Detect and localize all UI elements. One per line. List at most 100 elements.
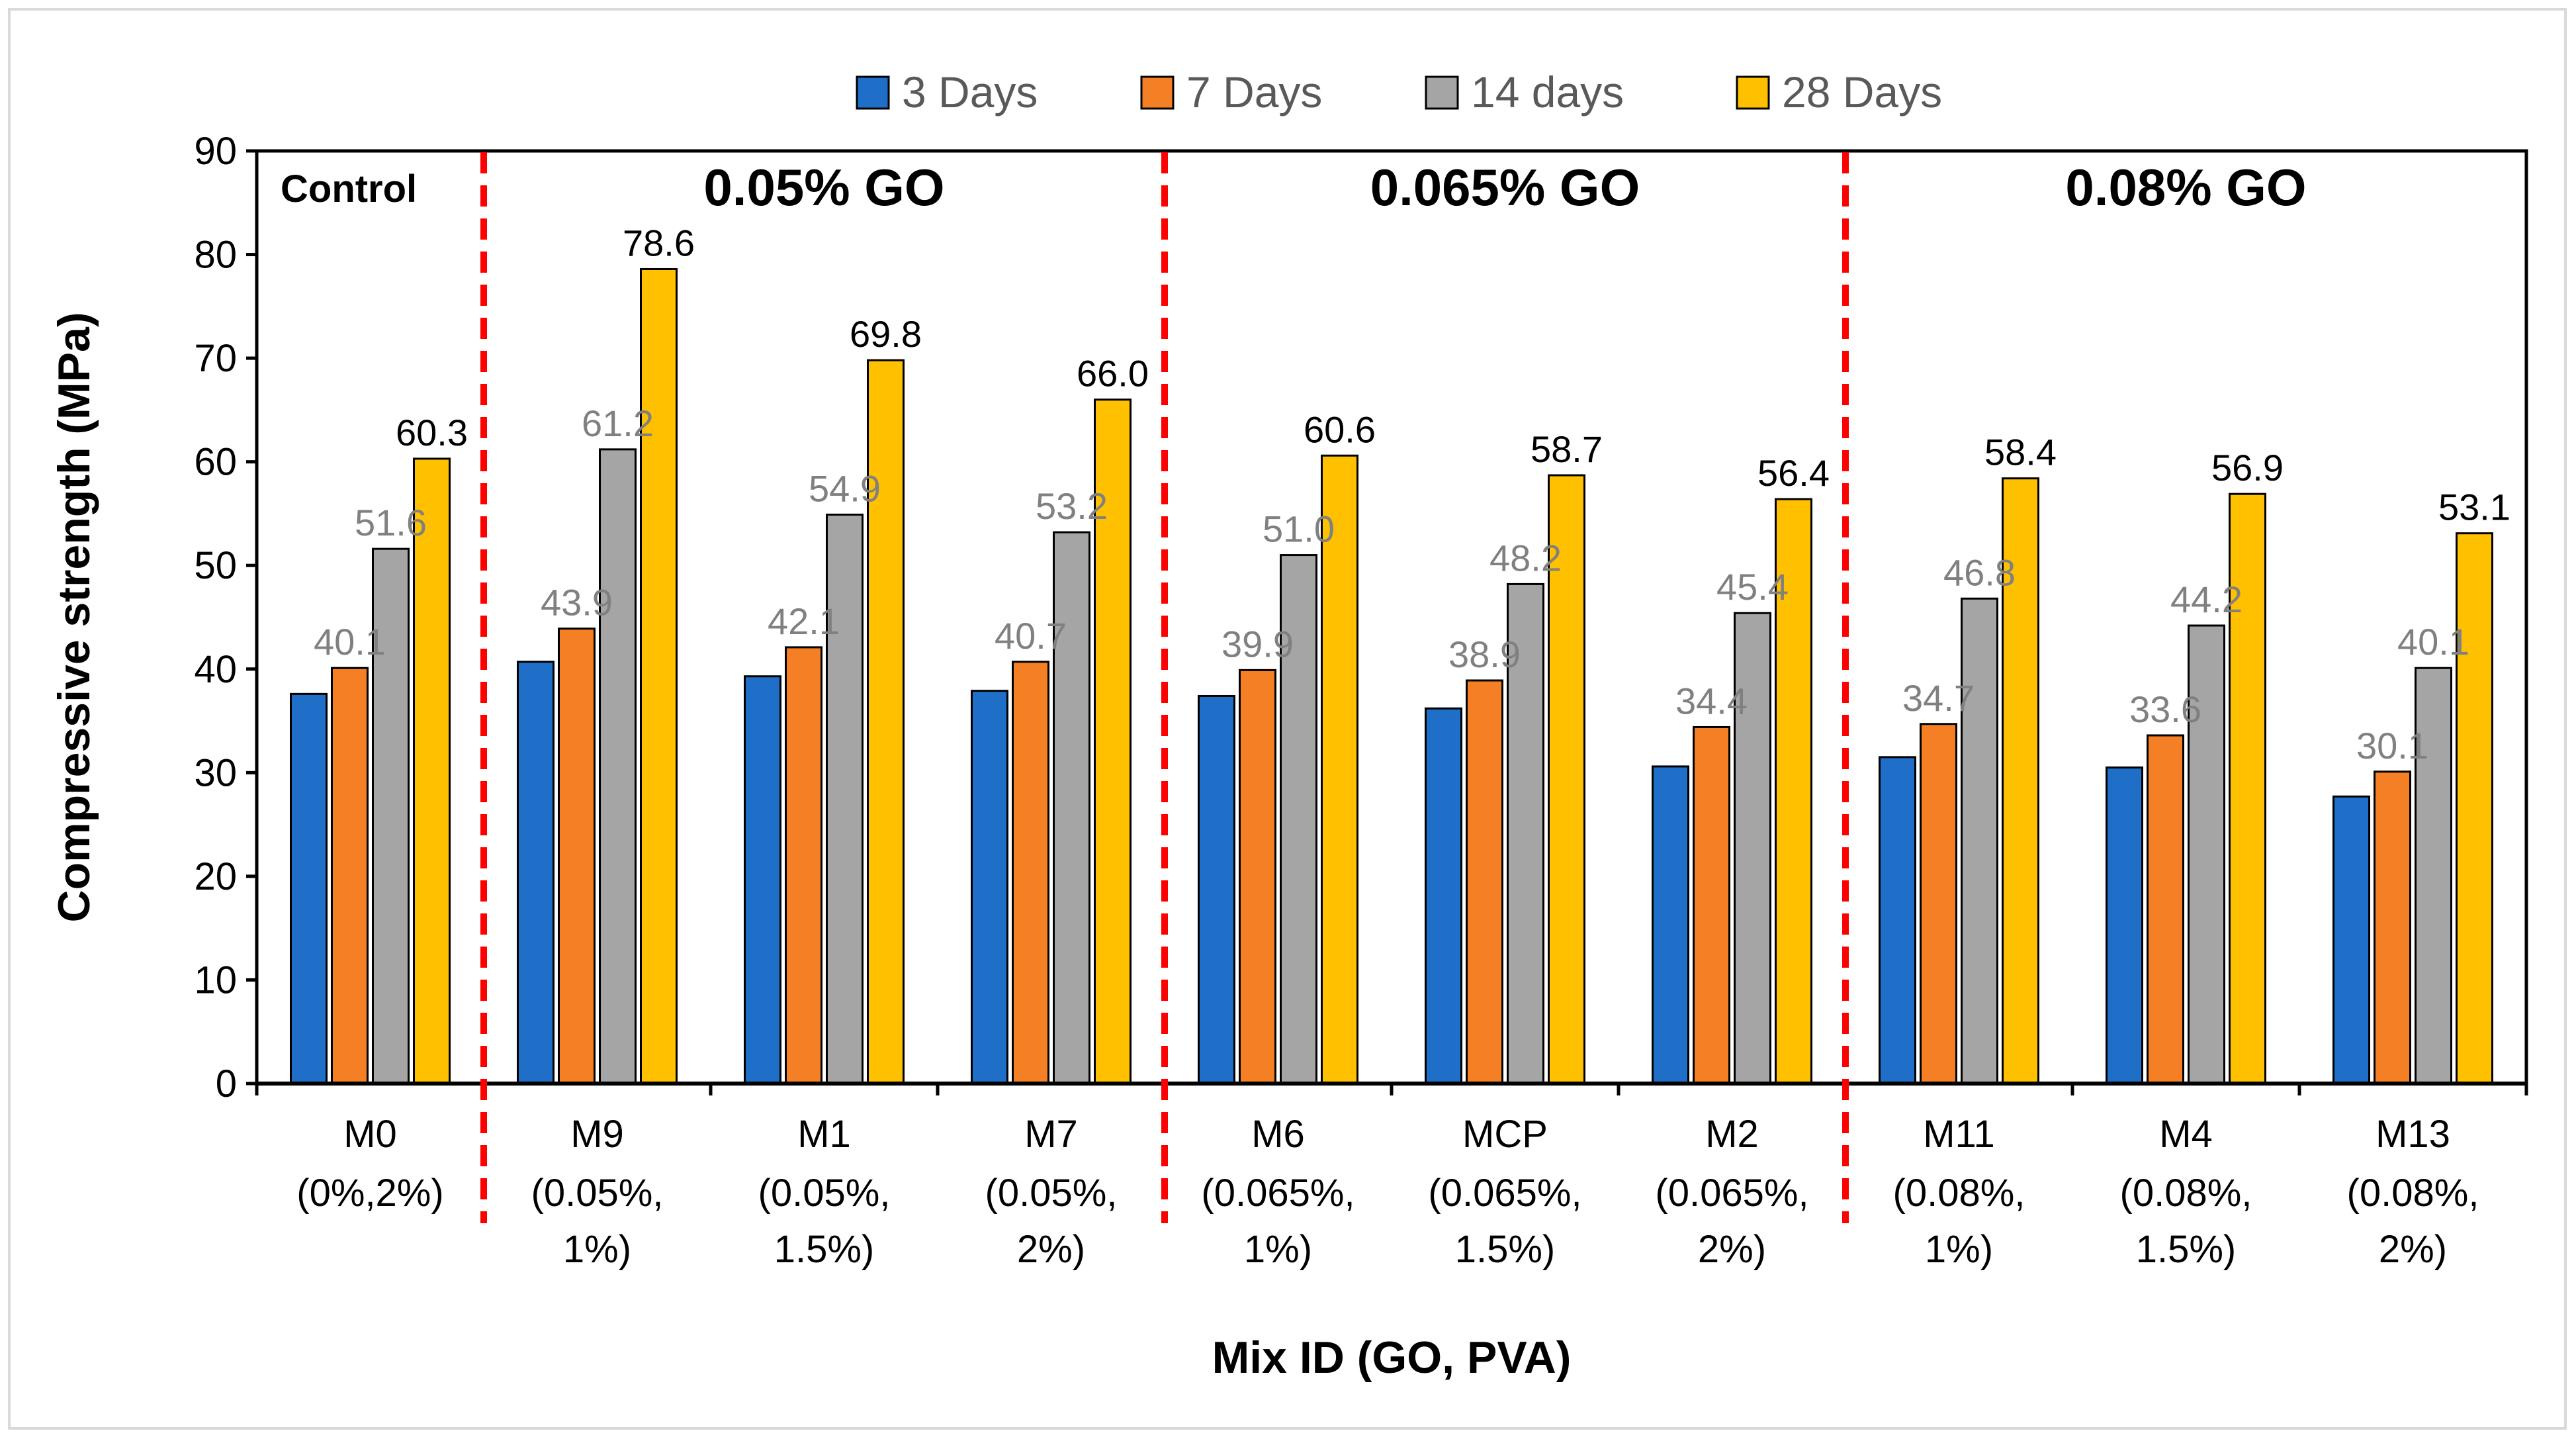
data-label: 58.4 — [1984, 432, 2057, 473]
y-tick-label: 80 — [194, 234, 237, 277]
category-id: M2 — [1705, 1113, 1759, 1156]
category-detail: (0.05%, — [531, 1172, 664, 1215]
bar — [2456, 532, 2493, 1085]
data-label: 66.0 — [1077, 353, 1149, 395]
legend: 3 Days 7 Days 14 days 28 Days — [856, 68, 1942, 116]
bar — [599, 448, 637, 1085]
bar — [1198, 694, 1235, 1085]
category-label: M6 (0.065%, 1%) — [1201, 1113, 1355, 1271]
category-detail: 1%) — [563, 1228, 631, 1271]
data-label: 61.2 — [582, 402, 654, 444]
y-tick-label: 0 — [216, 1062, 237, 1105]
data-label: 30.1 — [2356, 725, 2428, 766]
data-label: 34.4 — [1675, 680, 1748, 721]
y-tick-label: 10 — [194, 958, 237, 1001]
data-label: 42.1 — [768, 600, 840, 642]
legend-item: 7 Days — [1140, 68, 1322, 116]
category-detail: 1%) — [1244, 1228, 1312, 1271]
data-label: 51.0 — [1263, 508, 1335, 550]
category-id: MCP — [1462, 1113, 1548, 1156]
bar — [1507, 582, 1544, 1085]
bar — [1652, 765, 1689, 1085]
legend-item: 14 days — [1425, 68, 1624, 116]
bar — [744, 675, 781, 1085]
bar — [1321, 454, 1358, 1085]
legend-label: 14 days — [1471, 68, 1624, 116]
x-axis-title: Mix ID (GO, PVA) — [1212, 1332, 1572, 1383]
data-label: 48.2 — [1489, 537, 1562, 579]
category-detail: (0.08%, — [1893, 1172, 2025, 1215]
group-annotation: Control — [281, 167, 417, 210]
data-label: 39.9 — [1221, 623, 1294, 665]
category-detail: 1.5%) — [2136, 1228, 2237, 1271]
series-14-days — [372, 448, 2452, 1085]
bar — [971, 690, 1008, 1085]
data-label: 34.7 — [1902, 677, 1975, 719]
data-label: 54.9 — [809, 468, 881, 510]
legend-swatch — [856, 75, 890, 110]
data-labels-28-days: 60.3 78.6 69.8 66.0 60.6 58.7 56.4 58.4 56.9 53.1 — [396, 222, 2510, 528]
y-axis-title: Compressive strength (MPa) — [49, 312, 99, 923]
bar — [331, 667, 369, 1085]
data-label: 43.9 — [541, 582, 613, 624]
y-tick-label: 90 — [194, 130, 237, 173]
bar — [1920, 723, 1957, 1085]
bar — [290, 692, 328, 1085]
category-id: M7 — [1024, 1113, 1078, 1156]
category-label: M2 (0.065%, 2%) — [1655, 1113, 1808, 1271]
bar — [826, 514, 864, 1085]
data-label: 58.7 — [1531, 428, 1603, 470]
data-labels-7-days: 40.1 43.9 42.1 40.7 39.9 38.9 34.4 34.7 33.6 30.1 — [314, 582, 2428, 766]
category-id: M11 — [1923, 1113, 1995, 1156]
legend-item: 28 Days — [1736, 68, 1942, 116]
bar — [1961, 597, 1998, 1085]
category-label: M13 (0.08%, 2%) — [2347, 1113, 2479, 1271]
category-label: M4 (0.08%, 1.5%) — [2120, 1113, 2252, 1271]
bar — [1094, 398, 1132, 1085]
y-tick-label: 30 — [194, 751, 237, 794]
bar — [2332, 795, 2370, 1085]
category-label: M9 (0.05%, 1%) — [531, 1113, 664, 1271]
data-label: 53.1 — [2438, 487, 2510, 528]
bar — [1280, 554, 1317, 1085]
data-label: 38.9 — [1448, 633, 1521, 675]
bar — [1012, 661, 1049, 1085]
category-label: MCP (0.065%, 1.5%) — [1428, 1113, 1581, 1271]
bar — [2415, 667, 2452, 1085]
bar — [372, 547, 410, 1085]
group-annotation: 0.05% GO — [703, 158, 944, 216]
bar — [2374, 770, 2411, 1085]
y-tick-label: 70 — [194, 337, 237, 380]
legend-swatch — [1140, 75, 1175, 110]
data-label: 46.8 — [1943, 551, 2016, 593]
y-tick-label: 20 — [194, 855, 237, 898]
category-detail: (0.08%, — [2347, 1172, 2479, 1215]
category-detail: 2%) — [1017, 1228, 1085, 1271]
group-annotation: 0.065% GO — [1370, 158, 1640, 216]
data-label: 33.6 — [2129, 688, 2201, 730]
legend-label: 7 Days — [1186, 68, 1322, 116]
data-label: 56.4 — [1757, 452, 1830, 494]
category-id: M6 — [1251, 1113, 1305, 1156]
group-annotation: 0.08% GO — [2065, 158, 2306, 216]
category-detail: (0.05%, — [758, 1172, 891, 1215]
bar — [2188, 624, 2225, 1085]
category-label: M0 (0%,2%) — [296, 1113, 443, 1215]
bar — [2106, 766, 2143, 1085]
legend-label: 28 Days — [1782, 68, 1942, 116]
category-detail: 1.5%) — [1455, 1228, 1556, 1271]
data-label: 45.4 — [1716, 566, 1789, 608]
legend-item: 3 Days — [856, 68, 1038, 116]
category-detail: (0.065%, — [1655, 1172, 1808, 1215]
category-detail: (0.065%, — [1201, 1172, 1355, 1215]
bar — [785, 646, 822, 1085]
data-label: 40.7 — [995, 615, 1067, 657]
category-id: M1 — [797, 1113, 851, 1156]
category-label: M7 (0.05%, 2%) — [985, 1113, 1118, 1271]
bar — [2002, 477, 2039, 1085]
data-label: 56.9 — [2211, 447, 2284, 488]
bar — [517, 661, 555, 1085]
category-detail: (0%,2%) — [296, 1172, 443, 1215]
data-label: 69.8 — [850, 313, 922, 355]
